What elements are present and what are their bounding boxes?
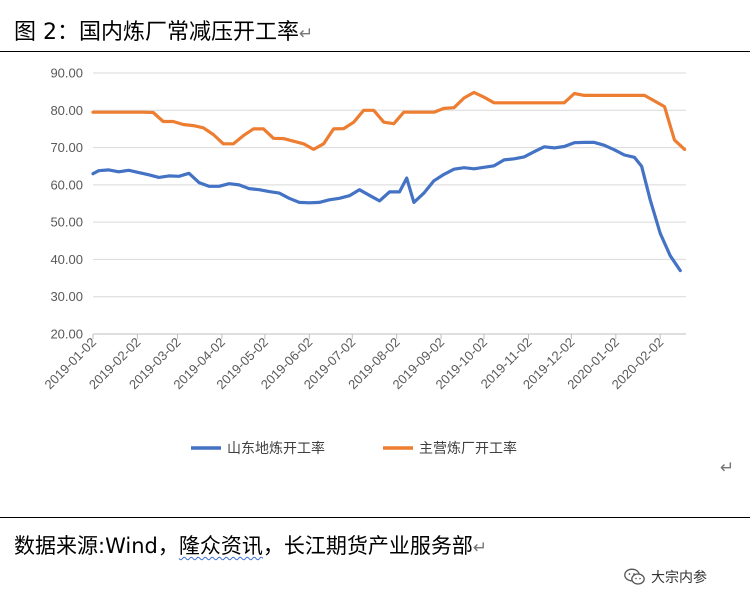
watermark-text: 大宗内参 xyxy=(651,570,707,586)
source-suffix: ，长江期货产业服务部 xyxy=(262,534,473,558)
figure-caption: 图 2：国内炼厂常减压开工率↵ xyxy=(14,14,313,46)
source-note: 数据来源:Wind，隆众资讯，长江期货产业服务部↵ xyxy=(14,530,487,560)
x-axis: 2019-01-022019-02-022019-03-022019-04-02… xyxy=(41,333,686,392)
series-lines xyxy=(91,90,687,273)
legend-label: 主营炼厂开工率 xyxy=(419,440,517,457)
y-tick-label: 60.00 xyxy=(50,177,83,192)
source-underlined: 隆众资讯 xyxy=(178,534,263,558)
source-prefix: 数据来源:Wind， xyxy=(14,534,179,558)
return-mark-icon: ↵ xyxy=(720,458,735,478)
wechat-icon xyxy=(624,568,645,585)
legend-label: 山东地炼开工率 xyxy=(227,440,325,457)
legend: 山东地炼开工率 主营炼厂开工率 xyxy=(191,440,517,457)
caption-text: 图 2：国内炼厂常减压开工率 xyxy=(14,20,299,45)
line-chart: 20.00 30.00 40.00 50.00 60.00 70.00 80.00 90.00… xyxy=(41,66,687,457)
series-line-2 xyxy=(91,90,687,151)
bottom-rule xyxy=(0,517,750,518)
y-tick-label: 90.00 xyxy=(50,66,83,81)
y-axis-ticks: 20.00 30.00 40.00 50.00 60.00 70.00 80.00 90.00 xyxy=(50,66,83,342)
y-tick-label: 80.00 xyxy=(50,103,83,118)
y-tick-label: 70.00 xyxy=(50,140,83,155)
y-tick-label: 40.00 xyxy=(50,252,83,267)
return-mark-icon: ↵ xyxy=(472,538,488,558)
y-tick-label: 50.00 xyxy=(50,215,83,230)
watermark: 大宗内参 xyxy=(624,567,707,587)
top-rule xyxy=(0,51,750,52)
gridlines xyxy=(93,72,686,335)
return-mark-icon: ↵ xyxy=(299,24,314,44)
y-tick-label: 20.00 xyxy=(50,327,83,342)
series-line-1 xyxy=(91,140,682,273)
y-tick-label: 30.00 xyxy=(50,289,83,304)
